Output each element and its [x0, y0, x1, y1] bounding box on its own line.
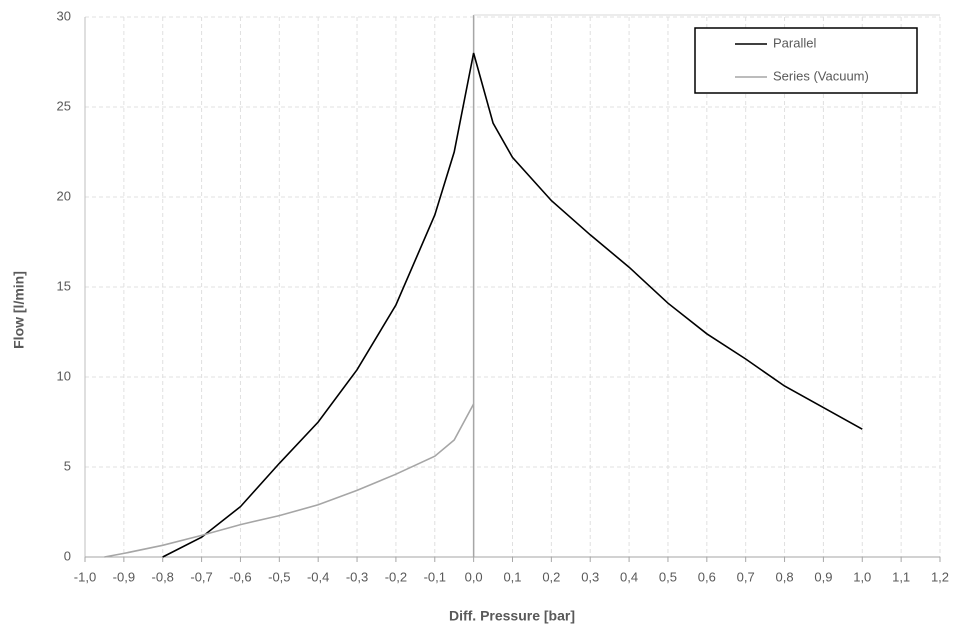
x-tick-label: -0,4: [307, 569, 329, 584]
y-tick-label: 0: [64, 548, 71, 563]
x-tick-label: -0,7: [190, 569, 212, 584]
x-tick-label: 0,2: [542, 569, 560, 584]
x-tick-label: 0,7: [737, 569, 755, 584]
x-axis-title: Diff. Pressure [bar]: [449, 608, 575, 624]
x-tick-label: 0,9: [814, 569, 832, 584]
series-line: [162, 52, 863, 558]
legend-box: [694, 27, 918, 94]
x-tick-label: 1,0: [853, 569, 871, 584]
series-line: [104, 403, 475, 558]
x-tick-label: -0,9: [113, 569, 135, 584]
x-tick-label: -0,8: [152, 569, 174, 584]
x-tick-label: -0,1: [424, 569, 446, 584]
x-tick-label: 0,3: [581, 569, 599, 584]
x-tick-label: 0,4: [620, 569, 638, 584]
x-tick-label: 0,0: [465, 569, 483, 584]
y-tick-label: 10: [57, 368, 71, 383]
y-tick-label: 30: [57, 8, 71, 23]
x-tick-label: 1,2: [931, 569, 949, 584]
x-tick-label: 1,1: [892, 569, 910, 584]
y-axis-title: Flow [l/min]: [11, 271, 27, 349]
x-tick-label: -0,3: [346, 569, 368, 584]
legend-label: Series (Vacuum): [773, 68, 869, 83]
y-tick-label: 15: [57, 278, 71, 293]
x-tick-label: -0,5: [268, 569, 290, 584]
x-tick-label: 0,8: [776, 569, 794, 584]
x-tick-label: -1,0: [74, 569, 96, 584]
x-tick-label: -0,6: [229, 569, 251, 584]
x-tick-label: 0,1: [503, 569, 521, 584]
x-tick-label: 0,6: [698, 569, 716, 584]
x-tick-label: -0,2: [385, 569, 407, 584]
y-tick-label: 25: [57, 98, 71, 113]
y-tick-label: 20: [57, 188, 71, 203]
x-tick-label: 0,5: [659, 569, 677, 584]
legend-label: Parallel: [773, 35, 816, 50]
y-tick-label: 5: [64, 458, 71, 473]
